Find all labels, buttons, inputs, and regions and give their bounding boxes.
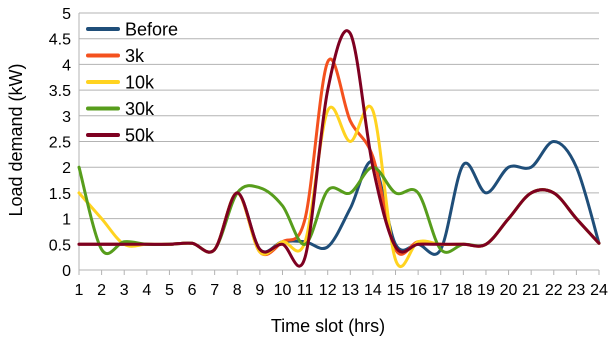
legend-label: 50k xyxy=(125,126,155,146)
y-tick-label: 0 xyxy=(62,263,71,280)
legend-label: 10k xyxy=(125,73,155,93)
x-tick-label: 3 xyxy=(120,282,129,299)
x-tick-label: 16 xyxy=(409,282,427,299)
y-tick-label: 2.5 xyxy=(49,135,71,152)
series-lines xyxy=(77,29,601,269)
x-tick-label: 8 xyxy=(233,282,242,299)
x-tick-label: 6 xyxy=(188,282,197,299)
x-tick-label: 17 xyxy=(432,282,450,299)
y-tick-label: 3.5 xyxy=(49,83,71,100)
x-tick-label: 2 xyxy=(97,282,106,299)
legend-item-10k: 10k xyxy=(86,73,155,93)
legend-item-50k: 50k xyxy=(86,126,155,146)
x-tick-label: 12 xyxy=(319,282,337,299)
legend-item-before: Before xyxy=(86,20,178,40)
y-axis-title: Load demand (kW) xyxy=(6,63,26,216)
x-tick-label: 4 xyxy=(142,282,151,299)
x-tick-label: 18 xyxy=(454,282,472,299)
y-tick-label: 4.5 xyxy=(49,32,71,49)
x-tick-label: 14 xyxy=(364,282,382,299)
legend-item-3k: 3k xyxy=(86,46,145,66)
x-tick-label: 9 xyxy=(255,282,264,299)
legend-item-30k: 30k xyxy=(86,99,155,119)
y-tick-label: 1.5 xyxy=(49,186,71,203)
y-tick-label: 1 xyxy=(62,212,71,229)
x-tick-label: 13 xyxy=(341,282,359,299)
legend-label: 3k xyxy=(125,46,145,66)
y-tick-label: 4 xyxy=(62,57,71,74)
x-axis-title: Time slot (hrs) xyxy=(271,316,385,336)
series-line-50k xyxy=(77,29,601,268)
y-tick-label: 2 xyxy=(62,160,71,177)
legend-label: 30k xyxy=(125,99,155,119)
x-tick-label: 11 xyxy=(297,282,314,299)
axes: 00.511.522.533.544.551 2 3 4 5 6 7 8 9 10 11 12 13 14… xyxy=(49,6,608,299)
y-tick-label: 5 xyxy=(62,6,71,23)
x-tick-label: 1 xyxy=(75,282,84,299)
x-tick-label: 10 xyxy=(274,282,292,299)
x-tick-label: 24 xyxy=(590,282,608,299)
x-tick-label: 20 xyxy=(500,282,518,299)
x-tick-label: 21 xyxy=(522,282,540,299)
x-tick-label: 23 xyxy=(567,282,585,299)
x-tick-label: 15 xyxy=(387,282,405,299)
legend-label: Before xyxy=(125,20,178,40)
x-tick-label: 22 xyxy=(545,282,563,299)
x-tick-label: 5 xyxy=(165,282,174,299)
y-tick-label: 0.5 xyxy=(49,237,71,254)
y-tick-label: 3 xyxy=(62,109,71,126)
x-tick-label: 19 xyxy=(477,282,495,299)
legend: Before 3k 10k 30k 50k xyxy=(86,20,178,146)
x-tick-label: 7 xyxy=(210,282,219,299)
